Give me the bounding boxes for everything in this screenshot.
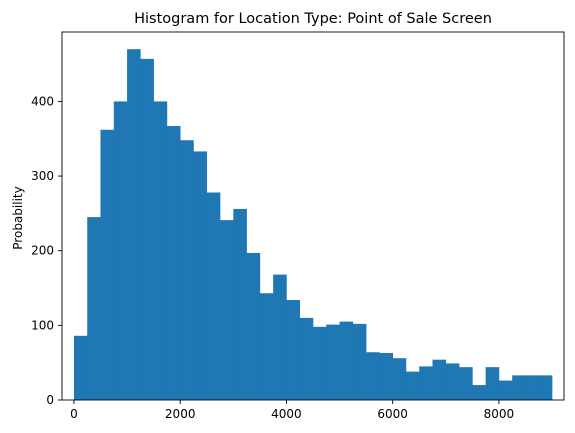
y-tick-label: 400 [31,94,54,108]
histogram-bar [166,126,181,401]
histogram-bar [153,101,168,401]
histogram-bar [313,326,327,400]
histogram-bar [299,317,314,400]
histogram-bar [113,101,128,401]
chart-title: Histogram for Location Type: Point of Sa… [134,11,492,27]
histogram-bar [193,151,208,400]
x-tick-label: 4000 [271,407,302,421]
bars-group [73,49,553,401]
histogram-bar [326,324,340,400]
histogram-bar [419,366,433,400]
x-axis-ticks: 0 2000 4000 6000 8000 [70,400,514,421]
histogram-bar [366,352,380,400]
histogram-bar [379,352,393,400]
histogram-bar [127,49,141,401]
histogram-bar [73,335,88,400]
histogram-bar [525,375,540,400]
x-tick-label: 6000 [377,407,408,421]
histogram-bar [220,220,234,400]
histogram-bar [405,371,420,400]
y-tick-label: 0 [46,393,54,407]
y-axis-ticks: 0 100 200 300 400 [31,94,62,407]
histogram-bar [206,192,221,400]
histogram-bar [246,252,261,400]
histogram-bar [472,385,486,400]
histogram-bar [273,274,287,400]
histogram-bar [512,375,526,400]
histogram-bar [140,58,154,401]
histogram-bar [538,375,553,400]
histogram-bar [286,299,301,400]
histogram-bar [180,140,194,401]
y-tick-label: 200 [31,244,54,258]
histogram-bar [432,359,447,400]
histogram-bar [352,323,367,400]
y-tick-label: 100 [31,318,54,332]
histogram-bar [392,358,407,400]
y-tick-label: 300 [31,169,54,183]
histogram-bar [459,367,473,400]
histogram-bar [87,217,101,400]
histogram-bar [498,380,513,400]
x-tick-label: 8000 [484,407,515,421]
histogram-bar [233,208,247,400]
histogram-bar [339,321,354,400]
histogram-bar [100,129,115,400]
histogram-bar [445,363,460,400]
x-tick-label: 0 [70,407,78,421]
x-tick-label: 2000 [165,407,196,421]
y-axis-label: Probability [11,186,25,249]
histogram-bar [259,293,274,400]
plot-frame [61,31,565,401]
histogram-bar [485,367,500,400]
